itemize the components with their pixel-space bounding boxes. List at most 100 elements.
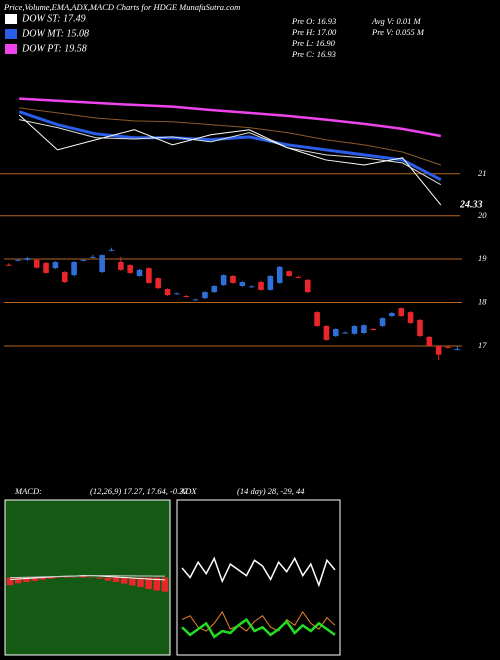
series-line	[18, 110, 442, 182]
candle-body	[202, 292, 208, 299]
series-line	[181, 556, 336, 588]
candle-body	[407, 312, 414, 323]
candle-body	[351, 326, 358, 334]
panel-title: MACD:	[14, 486, 42, 496]
histogram-bar	[104, 577, 112, 581]
candle-body	[99, 255, 105, 273]
candle-body	[174, 293, 180, 295]
candle-body	[398, 308, 405, 317]
histogram-bar	[14, 577, 22, 584]
candle-body	[304, 279, 311, 293]
candle-body	[323, 326, 330, 340]
candle-body	[258, 282, 264, 290]
candle-body	[146, 268, 152, 283]
histogram-bar	[63, 577, 71, 578]
histogram-bar	[39, 577, 46, 580]
info: Pre L: 16.90	[291, 38, 336, 48]
y-tick-label: 18	[478, 296, 487, 306]
candle-body	[89, 256, 96, 258]
legend-label: DOW PT: 19.58	[21, 43, 87, 54]
y-tick-label: 20	[478, 210, 487, 220]
info: Pre C: 16.93	[291, 49, 336, 59]
histogram-bar	[80, 575, 87, 578]
candle-body	[15, 259, 21, 261]
histogram-bar	[96, 577, 103, 579]
info: Avg V: 0.01 M	[371, 16, 421, 26]
histogram-bar	[72, 577, 79, 578]
candle-body	[211, 285, 218, 293]
histogram-bar	[23, 577, 30, 583]
candle-body	[295, 276, 302, 278]
legend-swatch	[5, 29, 17, 39]
panel-subtitle: (12,26,9) 17.27, 17.64, -0.37	[90, 486, 188, 496]
panel-title: ADX	[179, 486, 197, 496]
page-title: Price,Volume,EMA,ADX,MACD Charts for HDG…	[3, 2, 240, 12]
histogram-bar	[161, 577, 169, 592]
candle-body	[361, 325, 367, 333]
histogram-bar	[31, 577, 38, 581]
candle-body	[33, 259, 40, 268]
candle-body	[155, 278, 162, 289]
candle-body	[43, 262, 49, 273]
candle-body	[454, 349, 461, 351]
histogram-bar	[137, 577, 144, 588]
histogram-bar	[129, 577, 136, 586]
candle-body	[127, 265, 133, 273]
legend-swatch	[5, 44, 17, 54]
info: Pre V: 0.055 M	[371, 27, 425, 37]
candle-body	[108, 249, 115, 251]
series-line	[181, 610, 336, 632]
candle-body	[445, 346, 451, 348]
candle-body	[52, 262, 59, 269]
annotation: 24.33	[459, 199, 483, 210]
candle-body	[24, 258, 31, 260]
y-tick-label: 21	[478, 168, 487, 178]
series-line	[10, 575, 165, 578]
info: Pre H: 17.00	[291, 27, 337, 37]
candle-body	[118, 262, 124, 270]
candle-body	[267, 275, 274, 290]
histogram-bar	[145, 577, 152, 589]
candle-body	[239, 282, 246, 286]
candle-body	[61, 272, 68, 283]
candle-body	[342, 332, 348, 334]
candle-body	[183, 295, 190, 297]
candle-body	[248, 286, 255, 288]
candle-body	[379, 318, 386, 327]
candle-body	[333, 329, 339, 337]
histogram-bar	[6, 577, 14, 586]
series-line	[19, 97, 442, 138]
legend-label: DOW ST: 17.49	[21, 13, 86, 24]
series-line	[19, 119, 442, 186]
candle-body	[71, 262, 77, 276]
series-line	[18, 114, 442, 206]
panel-subtitle: (14 day) 28, -29, 44	[237, 486, 305, 496]
candle-body	[417, 319, 423, 337]
y-tick-label: 17	[478, 340, 487, 350]
candle-body	[435, 346, 442, 355]
candle-body	[426, 336, 433, 347]
candle-body	[80, 259, 87, 261]
legend-swatch	[5, 14, 17, 24]
candle-body	[276, 266, 283, 283]
histogram-bar	[47, 577, 55, 579]
histogram-bar	[112, 577, 120, 583]
histogram-bar	[153, 577, 161, 591]
candle-body	[314, 312, 320, 327]
candle-body	[164, 289, 171, 296]
histogram-bar	[120, 577, 128, 584]
candle-body	[5, 264, 12, 266]
candle-body	[370, 329, 377, 331]
series-line	[19, 107, 441, 166]
candle-body	[220, 275, 227, 286]
candle-body	[230, 275, 236, 283]
histogram-bar	[88, 577, 95, 578]
candle-body	[192, 299, 199, 301]
legend-label: DOW MT: 15.08	[21, 28, 89, 39]
histogram-bar	[55, 577, 63, 578]
candle-body	[389, 312, 395, 317]
series-line	[181, 617, 336, 639]
y-tick-label: 19	[478, 253, 487, 263]
candle-body	[136, 269, 143, 276]
